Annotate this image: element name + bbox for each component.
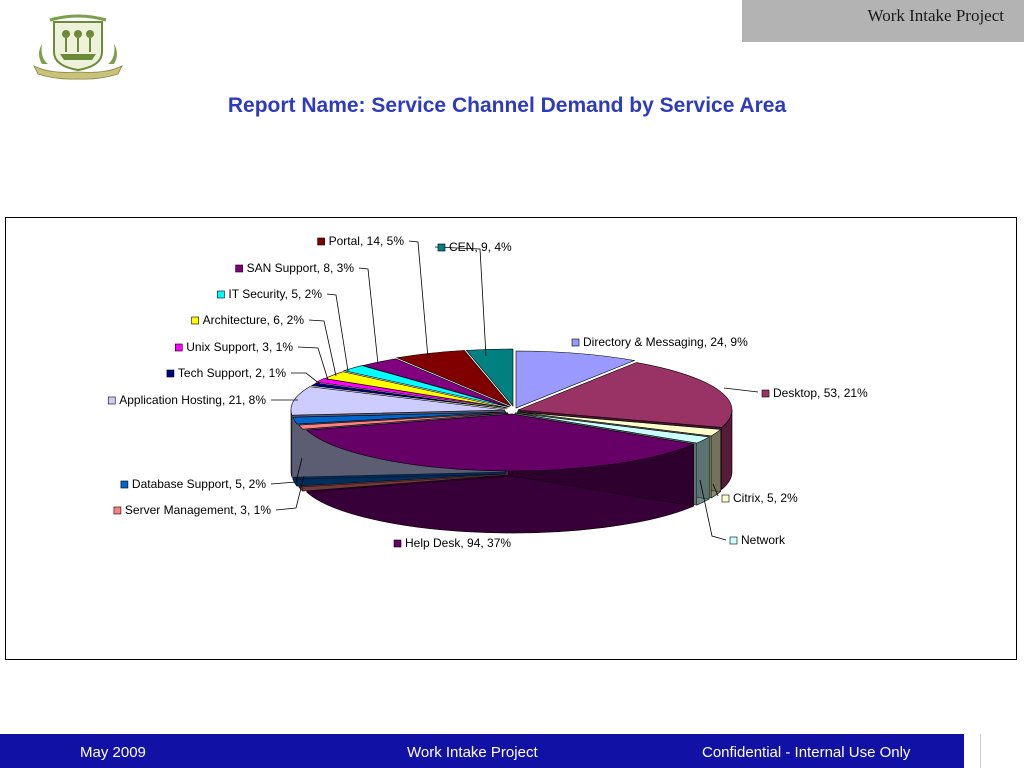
leader-line-architecture xyxy=(308,319,337,377)
slice-label-architecture: Architecture, 6, 2% xyxy=(203,313,305,327)
slice-cen xyxy=(465,348,514,407)
slice-portal xyxy=(395,350,512,407)
legend-key-architecture xyxy=(191,316,199,325)
slice-help-desk xyxy=(306,413,695,472)
slice-label-citrix: Citrix, 5, 2% xyxy=(733,491,798,505)
slice-san-support xyxy=(361,358,511,408)
slice-label-unix-support: Unix Support, 3, 1% xyxy=(186,340,293,354)
leader-line-citrix xyxy=(712,483,719,497)
leader-line-cen xyxy=(434,246,487,357)
leader-line-it-security xyxy=(326,293,349,372)
slice-application-hosting xyxy=(290,386,506,416)
header-project-tab: Work Intake Project xyxy=(742,0,1024,42)
leader-line-database-support xyxy=(270,457,303,485)
leader-line-desktop xyxy=(723,387,759,393)
legend-key-unix-support xyxy=(174,343,183,352)
legend-key-help-desk xyxy=(393,539,402,548)
slice-label-directory-messaging: Directory & Messaging, 24, 9% xyxy=(583,335,748,349)
legend-key-it-security xyxy=(217,290,225,299)
slice-unix-support xyxy=(315,378,508,409)
slice-label-application-hosting: Application Hosting, 21, 8% xyxy=(119,393,266,407)
legend-key-citrix xyxy=(721,494,730,503)
legend-key-cen xyxy=(437,243,446,252)
leader-line-san-support xyxy=(358,267,379,365)
slice-server-management xyxy=(298,412,509,430)
slice-label-cen: CEN, 9, 4% xyxy=(449,240,512,254)
pie-top-faces xyxy=(290,348,733,472)
legend-key-portal xyxy=(317,237,325,246)
leader-line-portal xyxy=(408,240,429,359)
legend-key-desktop xyxy=(761,389,770,398)
report-title: Report Name: Service Channel Demand by S… xyxy=(227,94,787,117)
header-project-title: Work Intake Project xyxy=(867,6,1004,25)
leader-line-server-management xyxy=(275,475,305,511)
slice-label-portal: Portal, 14, 5% xyxy=(329,234,405,248)
slice-label-desktop: Desktop, 53, 21% xyxy=(773,386,868,400)
footer-bar: May 2009 Work Intake Project Confidentia… xyxy=(0,734,964,768)
state-seal-logo-icon xyxy=(33,14,123,80)
pie-labels: Directory & Messaging, 24, 9% Desktop, 53… xyxy=(107,234,868,550)
footer-project-name: Work Intake Project xyxy=(407,744,538,761)
legend-key-directory-messaging xyxy=(571,338,580,347)
pie-chart: Directory & Messaging, 24, 9% Desktop, 53… xyxy=(107,234,868,550)
legend-key-server-management xyxy=(113,506,122,515)
leader-line-unix-support xyxy=(297,346,329,381)
slice-tech-support xyxy=(310,382,508,410)
slice-label-network: Network xyxy=(741,533,786,547)
slice-label-database-support: Database Support, 5, 2% xyxy=(132,477,266,491)
leader-line-network xyxy=(699,479,727,541)
slice-label-tech-support: Tech Support, 2, 1% xyxy=(178,366,286,380)
chart-frame: Directory & Messaging, 24, 9% Desktop, 53… xyxy=(5,217,1017,660)
slice-database-support xyxy=(292,411,507,425)
footer-confidentiality: Confidential - Internal Use Only xyxy=(702,744,911,761)
legend-key-network xyxy=(729,536,738,545)
slice-label-san-support: SAN Support, 8, 3% xyxy=(247,261,355,275)
slice-desktop xyxy=(517,362,733,428)
legend-key-database-support xyxy=(120,480,129,489)
slice-label-help-desk: Help Desk, 94, 37% xyxy=(405,536,511,550)
slice-label-server-management: Server Management, 3, 1% xyxy=(125,503,271,517)
legend-key-tech-support xyxy=(166,369,175,378)
slice-label-it-security: IT Security, 5, 2% xyxy=(228,287,322,301)
footer-date: May 2009 xyxy=(80,744,146,761)
legend-key-application-hosting xyxy=(107,396,116,405)
slice-citrix xyxy=(516,411,722,437)
slice-architecture xyxy=(323,371,509,409)
footer-divider xyxy=(980,734,981,768)
legend-key-san-support xyxy=(235,264,243,273)
slice-network xyxy=(514,412,711,444)
leader-line-tech-support xyxy=(291,372,321,385)
slice-directory-messaging xyxy=(515,350,636,409)
